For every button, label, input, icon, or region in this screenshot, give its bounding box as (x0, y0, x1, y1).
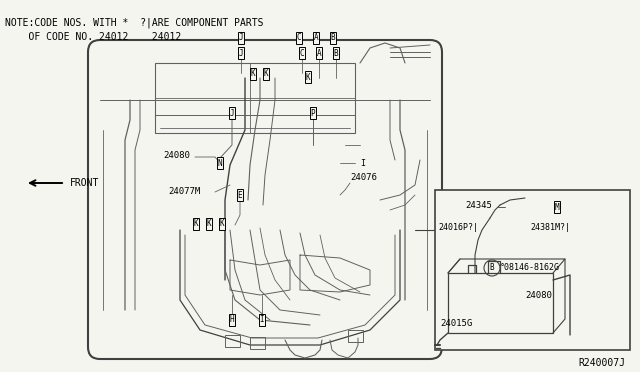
Bar (435, 190, 630, 350)
Text: 24080: 24080 (163, 151, 190, 160)
Text: C: C (297, 33, 301, 42)
Text: K: K (194, 219, 198, 228)
Bar (250, 337, 265, 349)
Text: B: B (333, 48, 339, 58)
Text: H: H (230, 315, 234, 324)
Text: E: E (237, 190, 243, 199)
Text: B: B (331, 33, 335, 42)
Text: P: P (310, 109, 316, 118)
Bar (155, 63, 355, 133)
Text: B: B (490, 263, 494, 273)
Text: 24080: 24080 (525, 291, 552, 299)
Text: A: A (314, 33, 318, 42)
Text: J: J (230, 109, 234, 118)
Text: R240007J: R240007J (578, 358, 625, 368)
Text: K: K (264, 70, 268, 78)
Text: K: K (207, 219, 211, 228)
Text: K: K (306, 73, 310, 81)
Text: 24077M: 24077M (168, 187, 200, 196)
Text: J: J (239, 33, 243, 42)
Text: K: K (251, 70, 255, 78)
Bar (225, 335, 240, 347)
Text: I: I (360, 158, 365, 167)
Text: OF CODE NO. 24012    24012: OF CODE NO. 24012 24012 (5, 32, 181, 42)
Text: 24381M?|: 24381M?| (530, 224, 570, 232)
Text: A: A (317, 48, 321, 58)
Text: M: M (555, 202, 559, 212)
Text: I: I (260, 315, 264, 324)
Text: K: K (220, 219, 224, 228)
Text: J: J (239, 48, 243, 58)
Text: N: N (218, 158, 222, 167)
Text: C: C (300, 48, 304, 58)
Text: 24016P?|: 24016P?| (438, 224, 478, 232)
Text: 24015G: 24015G (440, 318, 472, 327)
Bar (348, 330, 363, 342)
Text: 24345: 24345 (465, 201, 492, 209)
Text: 24076: 24076 (350, 173, 377, 183)
Bar (448, 273, 553, 333)
Text: NOTE:CODE NOS. WITH *  ?|ARE COMPONENT PARTS: NOTE:CODE NOS. WITH * ?|ARE COMPONENT PA… (5, 18, 264, 29)
Text: FRONT: FRONT (70, 178, 99, 188)
Text: °08146-8162G: °08146-8162G (500, 263, 560, 273)
